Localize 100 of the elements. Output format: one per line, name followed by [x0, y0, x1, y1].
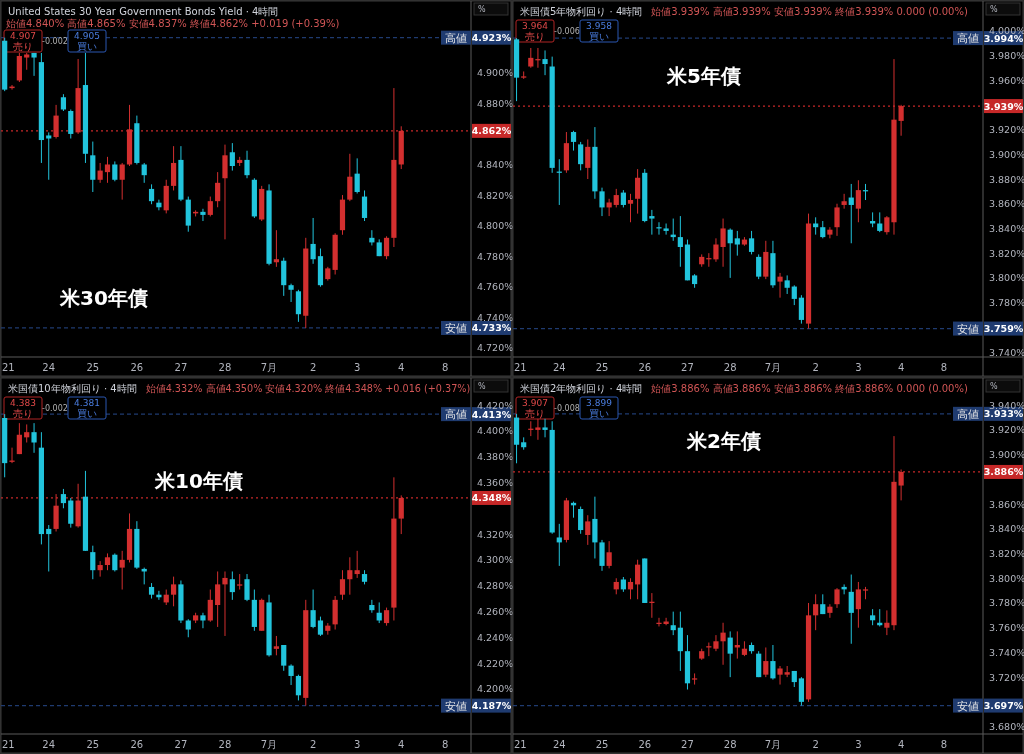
y-tick-label: 3.960%	[989, 74, 1024, 86]
candlestick	[288, 663, 294, 686]
x-tick-label: 25	[86, 739, 100, 750]
x-tick-label: 4	[897, 362, 905, 373]
candlestick	[798, 294, 805, 325]
y-tick-label: 4.220%	[477, 657, 514, 669]
x-tick-label: 25	[595, 362, 609, 373]
candlestick	[834, 203, 840, 237]
candlestick	[570, 130, 577, 152]
x-tick-label: 24	[552, 739, 566, 750]
annotation: 4.383	[10, 398, 36, 408]
candlestick	[606, 198, 612, 217]
candlestick	[578, 141, 584, 171]
candlestick	[848, 574, 854, 645]
x-tick-label: 7月	[260, 362, 278, 373]
y-axis-title: %	[478, 382, 486, 391]
candlestick	[635, 168, 641, 215]
candlestick	[347, 153, 353, 202]
x-tick-label: 4	[398, 739, 405, 750]
y-tick-label: 4.320%	[477, 528, 514, 540]
candlestick	[90, 545, 96, 580]
annotation: 3.958	[586, 21, 613, 31]
y-tick-label: 4.200%	[477, 683, 514, 695]
y-axis-title: %	[478, 5, 486, 14]
candlestick	[295, 289, 302, 323]
candlestick	[97, 560, 103, 578]
candlestick	[656, 221, 662, 236]
candlestick	[542, 49, 548, 76]
candlestick	[97, 162, 103, 184]
x-tick-label: 28	[723, 362, 737, 373]
candlestick	[784, 274, 790, 295]
candlestick	[763, 646, 769, 678]
x-tick-label: 27	[681, 739, 694, 750]
candlestick	[354, 157, 360, 195]
candlestick	[170, 576, 177, 607]
candlestick	[46, 131, 52, 181]
candlestick	[317, 616, 324, 637]
y-tick-label: 4.260%	[477, 605, 514, 617]
x-tick-label: 3	[855, 739, 862, 750]
y-tick-label: 3.920%	[989, 424, 1024, 436]
candlestick	[354, 550, 360, 579]
x-tick-label: 4	[398, 362, 405, 373]
candlestick	[215, 570, 221, 628]
text: 米国債5年物利回り · 4時間	[520, 6, 643, 17]
y-tick-label: 3.740%	[989, 646, 1024, 658]
annotation: 売り	[525, 30, 545, 42]
candlestick	[237, 573, 243, 591]
x-tick-label: 4	[897, 739, 905, 750]
ref-line-label: 高値 4.923%	[445, 31, 512, 44]
y-tick-label: 4.420%	[477, 399, 514, 411]
x-tick-label: 21	[514, 739, 527, 750]
candlestick	[677, 611, 683, 672]
candlestick	[535, 418, 541, 441]
candlestick	[528, 47, 534, 69]
candlestick	[556, 523, 562, 567]
candlestick	[207, 589, 213, 623]
candlestick	[813, 593, 819, 631]
candlestick	[848, 183, 854, 244]
candlestick	[855, 581, 861, 629]
candlestick	[222, 144, 228, 240]
candlestick	[627, 193, 634, 223]
annotation: 買い	[77, 40, 97, 52]
candlestick	[200, 208, 206, 222]
x-tick-label: 27	[174, 362, 188, 373]
candlestick	[898, 104, 904, 137]
candlestick	[141, 162, 147, 184]
candlestick	[898, 468, 904, 501]
candlestick	[855, 179, 861, 223]
y-tick-label: 4.900%	[477, 67, 514, 79]
candlestick	[720, 622, 726, 666]
text: United States 30 Year Government Bonds Yield · 4時間	[8, 6, 279, 17]
annotation: 3.964	[522, 21, 549, 31]
annotation: 4.381	[74, 398, 100, 408]
ref-line-label: 4.862%	[471, 125, 512, 137]
annotation: 米10年債	[154, 469, 243, 493]
y-tick-label: 3.860%	[989, 498, 1024, 510]
annotation: 米30年債	[59, 286, 148, 310]
y-tick-label: 3.820%	[989, 247, 1024, 259]
y-tick-label: 4.380%	[477, 451, 514, 463]
candlestick	[104, 156, 111, 184]
x-tick-label: 28	[723, 739, 737, 750]
x-tick-label: 24	[42, 739, 56, 750]
x-tick-label: 8	[442, 362, 449, 373]
y-tick-label: 3.780%	[989, 297, 1024, 309]
y-tick-label: 3.840%	[989, 222, 1024, 234]
candlestick	[310, 589, 316, 629]
text: 始値3.939% 高値3.939% 安値3.939% 終値3.939% 0.000 (0.00%)	[651, 6, 968, 17]
y-tick-label: 3.800%	[989, 272, 1024, 284]
candlestick	[244, 150, 250, 179]
candlestick	[112, 160, 118, 182]
candlestick	[727, 227, 733, 279]
y-tick-label: 4.800%	[477, 220, 514, 232]
y-tick-label: 3.880%	[989, 173, 1024, 185]
candlestick	[68, 108, 74, 140]
y-tick-label: 3.740%	[989, 346, 1024, 358]
candlestick	[663, 223, 669, 236]
candlestick	[31, 422, 37, 454]
candlestick	[677, 215, 683, 268]
x-tick-label: 2	[812, 739, 819, 750]
y-tick-label: 4.360%	[477, 476, 514, 488]
